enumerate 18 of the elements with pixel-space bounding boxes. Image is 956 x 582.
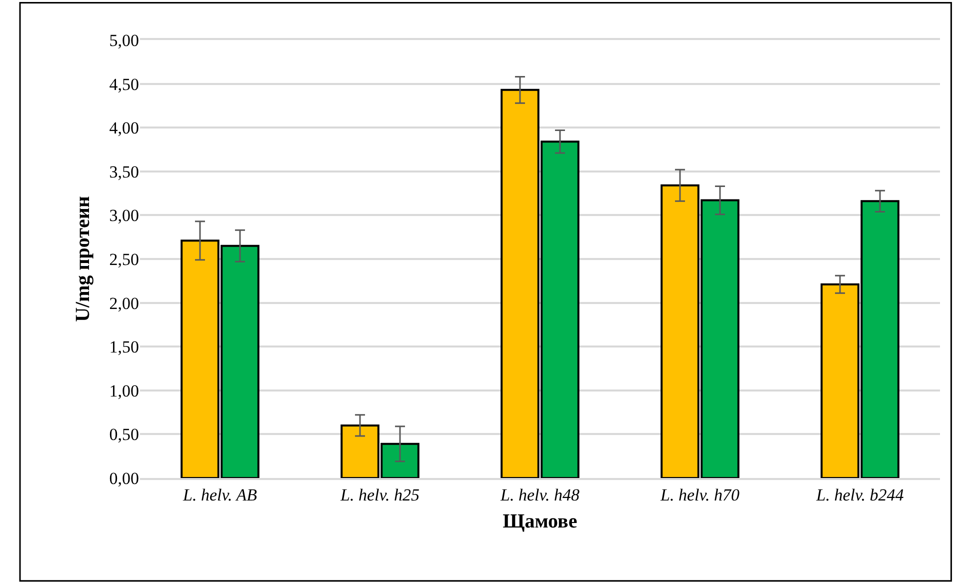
y-tick-label: 0,50 — [109, 425, 139, 444]
x-tick-label: L. helv. b244 — [815, 485, 904, 504]
x-tick-label: L. helv. h70 — [659, 485, 740, 504]
y-tick-label: 5,00 — [109, 30, 139, 50]
y-tick-label: 4,50 — [109, 74, 139, 94]
y-tick-label: 3,00 — [109, 206, 139, 226]
y-tick-label: 2,00 — [109, 294, 139, 313]
y-tick-label: 1,00 — [109, 381, 139, 400]
y-tick-label: 2,50 — [109, 250, 139, 269]
y-tick-label: 0,00 — [109, 468, 139, 488]
x-axis-title: Щамове — [502, 510, 578, 532]
y-tick-label: 4,00 — [109, 118, 139, 138]
x-tick-label: L. helv. AB — [182, 485, 258, 504]
y-axis-title: U/mg протеин — [72, 196, 94, 322]
x-tick-label: L. helv. h25 — [339, 485, 420, 504]
y-tick-label: 1,50 — [109, 338, 139, 357]
y-tick-label: 3,50 — [109, 162, 139, 182]
x-tick-label: L. helv. h48 — [499, 485, 580, 504]
